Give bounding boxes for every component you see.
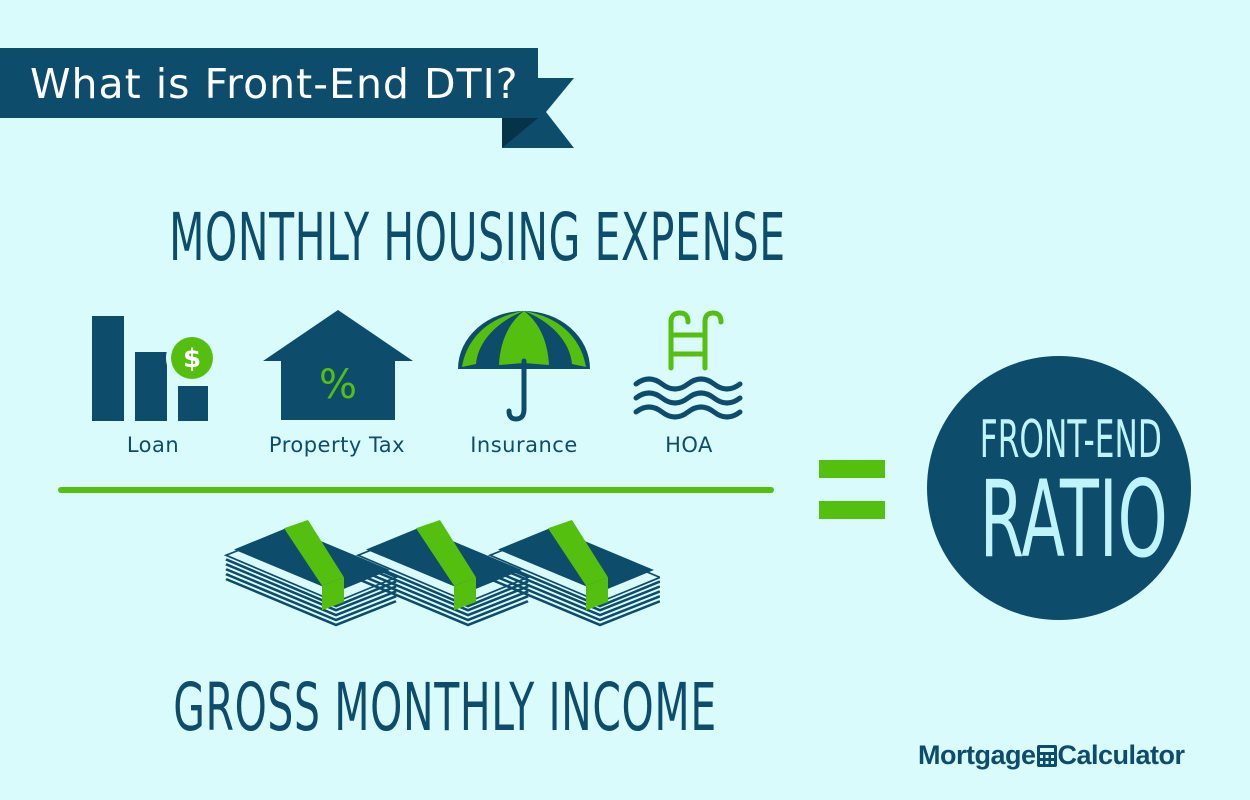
banner-title: What is Front-End DTI? — [30, 60, 519, 108]
title-banner — [0, 48, 574, 148]
loan-icon: $ — [92, 316, 216, 421]
denominator-title: GROSS MONTHLY INCOME — [173, 669, 717, 746]
money-stacks-icon — [224, 520, 660, 627]
brand-word-calculator: Calculator — [1057, 740, 1186, 770]
brand-logo: Mortgage Calculator — [918, 740, 1185, 776]
label-loan: Loan — [126, 433, 180, 457]
calculator-icon — [1036, 744, 1057, 767]
fraction-line — [58, 487, 774, 493]
house-icon: % — [263, 310, 413, 420]
equals-sign-bottom-bar — [819, 501, 885, 519]
ratio-text-line1: FRONT-END — [979, 410, 1162, 470]
label-property-tax: Property Tax — [268, 433, 406, 457]
loan-dollar-symbol: $ — [183, 344, 201, 374]
equals-sign-top-bar — [819, 460, 885, 478]
label-hoa: HOA — [665, 433, 713, 457]
ratio-text-line2: RATIO — [979, 458, 1168, 581]
property-tax-percent-symbol: % — [319, 362, 357, 408]
front-end-ratio-circle: FRONT-END RATIO — [927, 356, 1191, 620]
umbrella-icon — [458, 311, 590, 422]
pool-ladder-icon — [633, 310, 743, 420]
label-insurance: Insurance — [470, 433, 578, 457]
numerator-title: MONTHLY HOUSING EXPENSE — [169, 199, 786, 276]
brand-word-mortgage: Mortgage — [918, 740, 1036, 770]
